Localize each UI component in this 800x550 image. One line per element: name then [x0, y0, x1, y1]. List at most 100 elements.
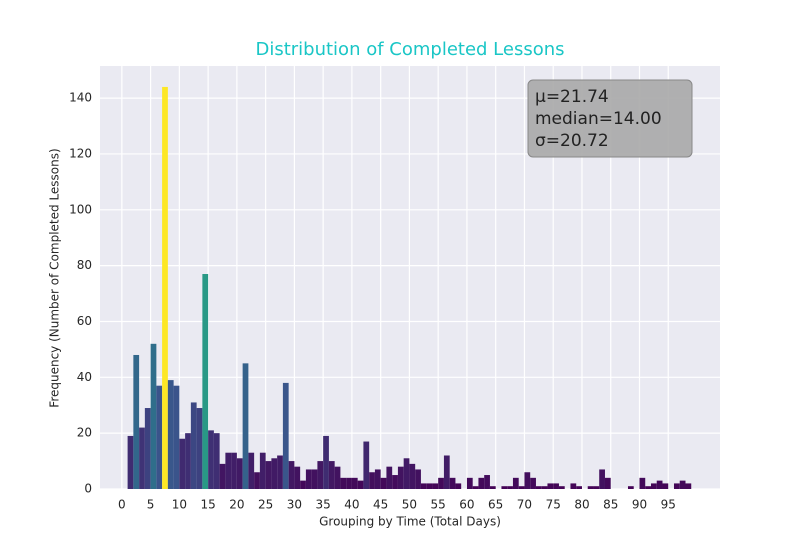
bar	[271, 458, 278, 489]
bar	[248, 452, 255, 489]
y-tick-label: 60	[77, 314, 92, 328]
y-tick-label: 100	[69, 202, 92, 216]
bar	[392, 475, 398, 489]
bar	[190, 402, 197, 489]
bar	[265, 461, 272, 489]
bar	[501, 486, 508, 489]
bar	[386, 466, 393, 489]
bar	[443, 455, 450, 489]
bar	[231, 452, 237, 489]
bar	[409, 463, 416, 489]
bar	[317, 461, 324, 489]
bar	[662, 483, 669, 489]
bar	[288, 461, 295, 489]
y-tick-label: 20	[77, 426, 92, 440]
stats-box	[527, 79, 693, 158]
chart-title: Distribution of Completed Lessons	[255, 39, 564, 60]
y-tick-label: 40	[77, 370, 92, 384]
bar	[558, 486, 565, 489]
stats-line: σ=20.72	[535, 131, 609, 151]
bar	[426, 483, 433, 489]
bar	[489, 486, 496, 489]
bar	[213, 433, 220, 489]
bar	[685, 483, 692, 489]
bar	[438, 477, 444, 489]
bar	[139, 427, 145, 489]
x-tick-label: 85	[603, 498, 618, 512]
y-axis-label: Frequency (Number of Completed Lessons)	[48, 148, 62, 407]
bar	[179, 438, 186, 489]
bar	[639, 477, 646, 489]
bar	[328, 461, 335, 489]
bar	[599, 469, 605, 489]
bar	[604, 477, 611, 489]
bar	[645, 486, 651, 489]
bar	[380, 477, 387, 489]
bar	[357, 480, 364, 489]
x-tick-label: 35	[316, 498, 331, 512]
y-tick-label: 120	[69, 146, 92, 160]
bar	[277, 455, 283, 489]
stats-line: μ=21.74	[535, 87, 609, 107]
bar	[346, 477, 352, 489]
bar	[311, 469, 318, 489]
bar	[208, 430, 214, 489]
bar	[449, 477, 456, 489]
bar	[484, 475, 490, 489]
x-tick-label: 95	[661, 498, 676, 512]
bar	[133, 354, 140, 489]
bar	[323, 435, 329, 489]
bar	[541, 486, 548, 489]
x-axis-label: Grouping by Time (Total Days)	[319, 515, 501, 529]
bar	[576, 486, 582, 489]
bar	[656, 480, 663, 489]
x-tick-label: 50	[402, 498, 417, 512]
x-tick-label: 20	[229, 498, 244, 512]
x-tick-label: 55	[431, 498, 446, 512]
x-tick-label: 75	[546, 498, 561, 512]
bar	[254, 472, 260, 489]
bar	[432, 483, 439, 489]
x-tick-label: 40	[344, 498, 359, 512]
bar	[627, 486, 634, 489]
bar	[294, 466, 301, 489]
bar	[369, 472, 375, 489]
bar	[530, 477, 536, 489]
bar	[259, 452, 266, 489]
bar	[156, 385, 163, 489]
bar	[300, 480, 306, 489]
y-tick-label: 140	[69, 91, 92, 105]
y-tick-label: 0	[84, 482, 92, 496]
x-tick-label: 30	[287, 498, 302, 512]
bar	[512, 477, 519, 489]
bar	[167, 380, 174, 489]
bar	[472, 486, 479, 489]
bar	[587, 486, 594, 489]
bar	[334, 466, 341, 489]
x-tick-label: 80	[574, 498, 589, 512]
bar	[340, 477, 347, 489]
bar	[127, 435, 134, 489]
bar	[593, 486, 600, 489]
bar	[570, 483, 577, 489]
x-tick-label: 25	[258, 498, 273, 512]
bar	[420, 483, 427, 489]
bar	[162, 86, 168, 489]
bar	[466, 477, 473, 489]
bar	[524, 472, 531, 489]
x-tick-label: 90	[632, 498, 647, 512]
bar	[415, 469, 421, 489]
bar	[535, 486, 542, 489]
bar	[305, 469, 312, 489]
bar	[673, 483, 680, 489]
bar	[351, 477, 358, 489]
x-tick-label: 0	[118, 498, 126, 512]
x-tick-label: 65	[488, 498, 503, 512]
bar	[553, 483, 559, 489]
bar	[282, 382, 289, 489]
bar	[150, 343, 157, 489]
x-tick-label: 60	[459, 498, 474, 512]
bar	[547, 483, 554, 489]
bar	[478, 477, 485, 489]
